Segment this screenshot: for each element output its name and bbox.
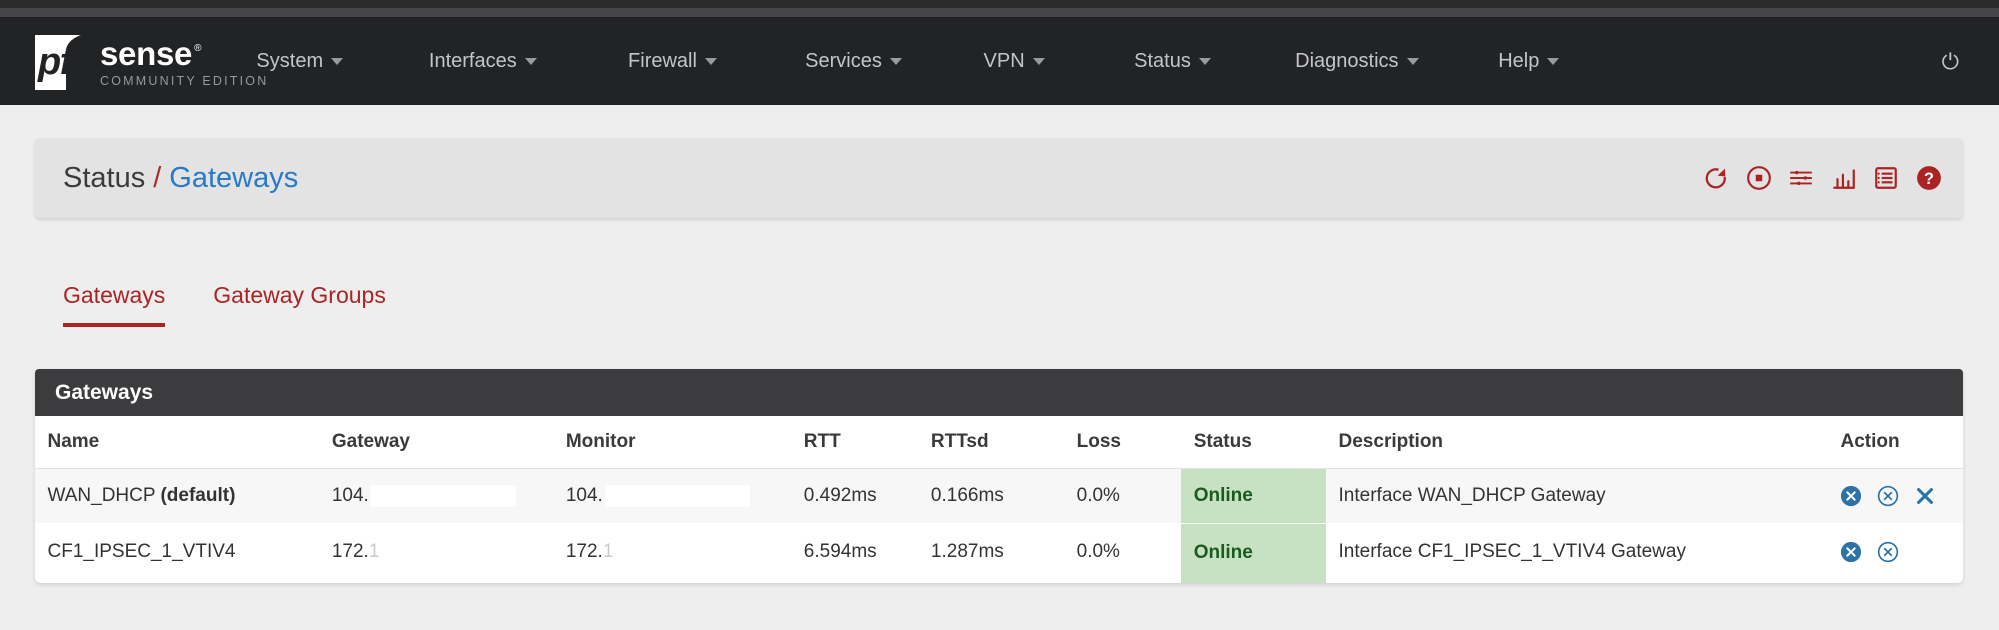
svg-text:?: ? [1924, 170, 1934, 188]
